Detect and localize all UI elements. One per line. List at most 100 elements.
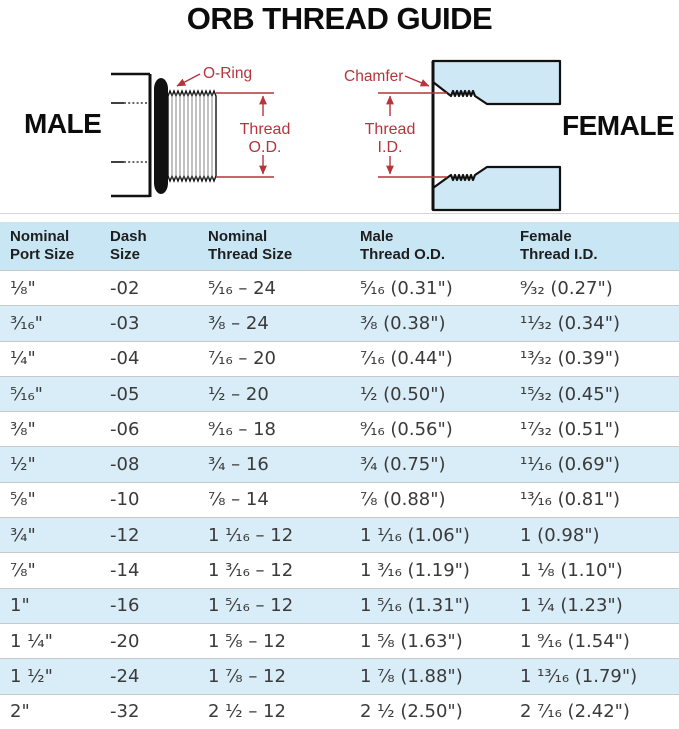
- table-cell: ³⁄₈ (0.38"): [360, 312, 446, 334]
- table-cell: 2 ⁷⁄₁₆ (2.42"): [520, 701, 630, 723]
- table-cell: 1 (0.98"): [520, 524, 600, 546]
- table-cell: ⁵⁄₁₆ – 24: [208, 277, 277, 299]
- table-cell: -04: [110, 348, 140, 370]
- table-cell: ³⁄₈ – 24: [208, 312, 269, 334]
- table-cell: -02: [110, 277, 140, 299]
- table-row: ¹⁄₂" -08 ³⁄₄ – 16 ³⁄₄ (0.75") ¹¹⁄₁₆ (0.69"): [0, 446, 679, 482]
- page-title: ORB THREAD GUIDE: [186, 1, 493, 36]
- table-cell: ⁷⁄₁₆ – 20: [208, 348, 277, 370]
- table-cell: -20: [110, 630, 140, 652]
- table-cell: 1 ¹⁄₂": [10, 665, 53, 687]
- table-row: ³⁄₄" -12 1 ¹⁄₁₆ – 12 1 ¹⁄₁₆ (1.06") 1 (0.98"…: [0, 517, 679, 553]
- table-cell: 1 ¹⁄₁₆ – 12: [208, 524, 294, 546]
- table-cell: ¹¹⁄₃₂ (0.34"): [520, 312, 620, 334]
- table-cell: -08: [110, 454, 140, 476]
- orb-thread-table: Nominal Port Size Dash Size Nominal Thre…: [0, 222, 679, 729]
- table-cell: ⁷⁄₁₆ (0.44"): [360, 348, 453, 370]
- table-cell: ⁷⁄₈ (0.88"): [360, 489, 446, 511]
- table-cell: -05: [110, 383, 140, 405]
- thread-od-label-line2: O.D.: [249, 139, 282, 156]
- table-cell: ⁹⁄₁₆ (0.56"): [360, 418, 453, 440]
- female-label: FEMALE: [562, 110, 675, 141]
- table-cell: 2 ¹⁄₂ (2.50"): [360, 701, 463, 723]
- oring-pointer-arrow: [176, 73, 201, 87]
- col-header-dash-size: Dash Size: [110, 227, 147, 263]
- table-cell: 1 ³⁄₁₆ (1.19"): [360, 560, 470, 582]
- table-header-row: Nominal Port Size Dash Size Nominal Thre…: [0, 222, 679, 270]
- table-cell: ⁵⁄₁₆": [10, 383, 43, 405]
- table-cell: -06: [110, 418, 140, 440]
- col-header-male-thread-od: Male Thread O.D.: [360, 227, 446, 263]
- table-cell: 1 ¹⁄₄ (1.23"): [520, 595, 623, 617]
- table-cell: 1 ⁵⁄₈ – 12: [208, 630, 286, 652]
- male-threads: [167, 89, 217, 183]
- female-body: [431, 59, 562, 212]
- thread-id-label-line1: Thread: [365, 121, 416, 138]
- table-row: 1 ¹⁄₄" -20 1 ⁵⁄₈ – 12 1 ⁵⁄₈ (1.63") 1 ⁹⁄₁₆ (…: [0, 622, 679, 659]
- table-cell: 1 ¹⁄₈ (1.10"): [520, 560, 623, 582]
- table-row: 2" -32 2 ¹⁄₂ – 12 2 ¹⁄₂ (2.50") 2 ⁷⁄₁₆ (2.42…: [0, 693, 679, 729]
- table-cell: ⁹⁄₃₂ (0.27"): [520, 277, 613, 299]
- table-cell: ³⁄₄": [10, 524, 36, 546]
- table-cell: -14: [110, 560, 140, 582]
- table-cell: 1 ³⁄₁₆ – 12: [208, 560, 294, 582]
- table-row: 1 ¹⁄₂" -24 1 ⁷⁄₈ – 12 1 ⁷⁄₈ (1.88") 1 ¹³⁄₁₆ …: [0, 658, 679, 694]
- table-cell: ⁵⁄₁₆ (0.31"): [360, 277, 453, 299]
- table-cell: ⁹⁄₁₆ – 18: [208, 418, 277, 440]
- thread-id-label-line2: I.D.: [378, 139, 403, 156]
- oring-shape: [154, 78, 168, 194]
- section-divider: [0, 213, 679, 214]
- table-cell: -24: [110, 665, 140, 687]
- table-cell: ¹³⁄₃₂ (0.39"): [520, 348, 620, 370]
- table-cell: ¹⁄₂ – 20: [208, 383, 269, 405]
- table-cell: ⁵⁄₈": [10, 489, 36, 511]
- table-cell: 1 ⁵⁄₁₆ – 12: [208, 595, 294, 617]
- table-cell: ¹⁵⁄₃₂ (0.45"): [520, 383, 620, 405]
- hex-body: [111, 72, 152, 198]
- table-cell: -10: [110, 489, 140, 511]
- male-fitting-drawing: O-Ring Thread O.D.: [111, 65, 290, 198]
- table-cell: ¹³⁄₁₆ (0.81"): [520, 489, 620, 511]
- table-cell: 1 ¹⁄₄": [10, 630, 53, 652]
- table-cell: ¹⁷⁄₃₂ (0.51"): [520, 418, 620, 440]
- table-cell: ⁷⁄₈": [10, 560, 36, 582]
- table-cell: ¹⁄₂": [10, 454, 36, 476]
- table-row: ³⁄₁₆" -03 ³⁄₈ – 24 ³⁄₈ (0.38") ¹¹⁄₃₂ (0.34"): [0, 305, 679, 341]
- table-cell: ³⁄₄ (0.75"): [360, 454, 446, 476]
- chamfer-label: Chamfer: [344, 68, 403, 85]
- col-header-nominal-thread-size: Nominal Thread Size: [208, 227, 293, 263]
- table-cell: ³⁄₈": [10, 418, 36, 440]
- table-row: 1" -16 1 ⁵⁄₁₆ – 12 1 ⁵⁄₁₆ (1.31") 1 ¹⁄₄ (1.2…: [0, 587, 679, 623]
- table-cell: ³⁄₄ – 16: [208, 454, 269, 476]
- table-cell: -32: [110, 701, 140, 723]
- table-cell: ⁷⁄₈ – 14: [208, 489, 269, 511]
- table-cell: ³⁄₁₆": [10, 312, 43, 334]
- table-cell: ¹¹⁄₁₆ (0.69"): [520, 454, 620, 476]
- table-cell: 1": [10, 595, 30, 617]
- col-header-female-thread-id: Female Thread I.D.: [520, 227, 598, 263]
- table-row: ¹⁄₈" -02 ⁵⁄₁₆ – 24 ⁵⁄₁₆ (0.31") ⁹⁄₃₂ (0.27"): [0, 270, 679, 306]
- table-cell: -16: [110, 595, 140, 617]
- table-cell: 1 ⁷⁄₈ – 12: [208, 665, 286, 687]
- table-cell: ¹⁄₈": [10, 277, 36, 299]
- table-cell: 1 ⁵⁄₈ (1.63"): [360, 630, 463, 652]
- table-cell: 1 ⁹⁄₁₆ (1.54"): [520, 630, 630, 652]
- table-body: ¹⁄₈" -02 ⁵⁄₁₆ – 24 ⁵⁄₁₆ (0.31") ⁹⁄₃₂ (0.27")…: [0, 270, 679, 729]
- table-row: ⁷⁄₈" -14 1 ³⁄₁₆ – 12 1 ³⁄₁₆ (1.19") 1 ¹⁄₈ (1…: [0, 552, 679, 588]
- table-cell: -03: [110, 312, 140, 334]
- table-row: ⁵⁄₈" -10 ⁷⁄₈ – 14 ⁷⁄₈ (0.88") ¹³⁄₁₆ (0.81"): [0, 481, 679, 518]
- table-cell: 2": [10, 701, 30, 723]
- table-cell: ¹⁄₄": [10, 348, 36, 370]
- table-cell: 1 ⁵⁄₁₆ (1.31"): [360, 595, 470, 617]
- table-cell: ¹⁄₂ (0.50"): [360, 383, 446, 405]
- table-row: ¹⁄₄" -04 ⁷⁄₁₆ – 20 ⁷⁄₁₆ (0.44") ¹³⁄₃₂ (0.39"…: [0, 340, 679, 376]
- male-label: MALE: [24, 108, 102, 139]
- table-cell: -12: [110, 524, 140, 546]
- col-header-nominal-port-size: Nominal Port Size: [10, 227, 75, 263]
- table-row: ³⁄₈" -06 ⁹⁄₁₆ – 18 ⁹⁄₁₆ (0.56") ¹⁷⁄₃₂ (0.51"…: [0, 411, 679, 447]
- table-cell: 1 ⁷⁄₈ (1.88"): [360, 665, 463, 687]
- oring-label: O-Ring: [203, 65, 252, 82]
- table-cell: 2 ¹⁄₂ – 12: [208, 701, 286, 723]
- table-row: ⁵⁄₁₆" -05 ¹⁄₂ – 20 ¹⁄₂ (0.50") ¹⁵⁄₃₂ (0.45"): [0, 375, 679, 412]
